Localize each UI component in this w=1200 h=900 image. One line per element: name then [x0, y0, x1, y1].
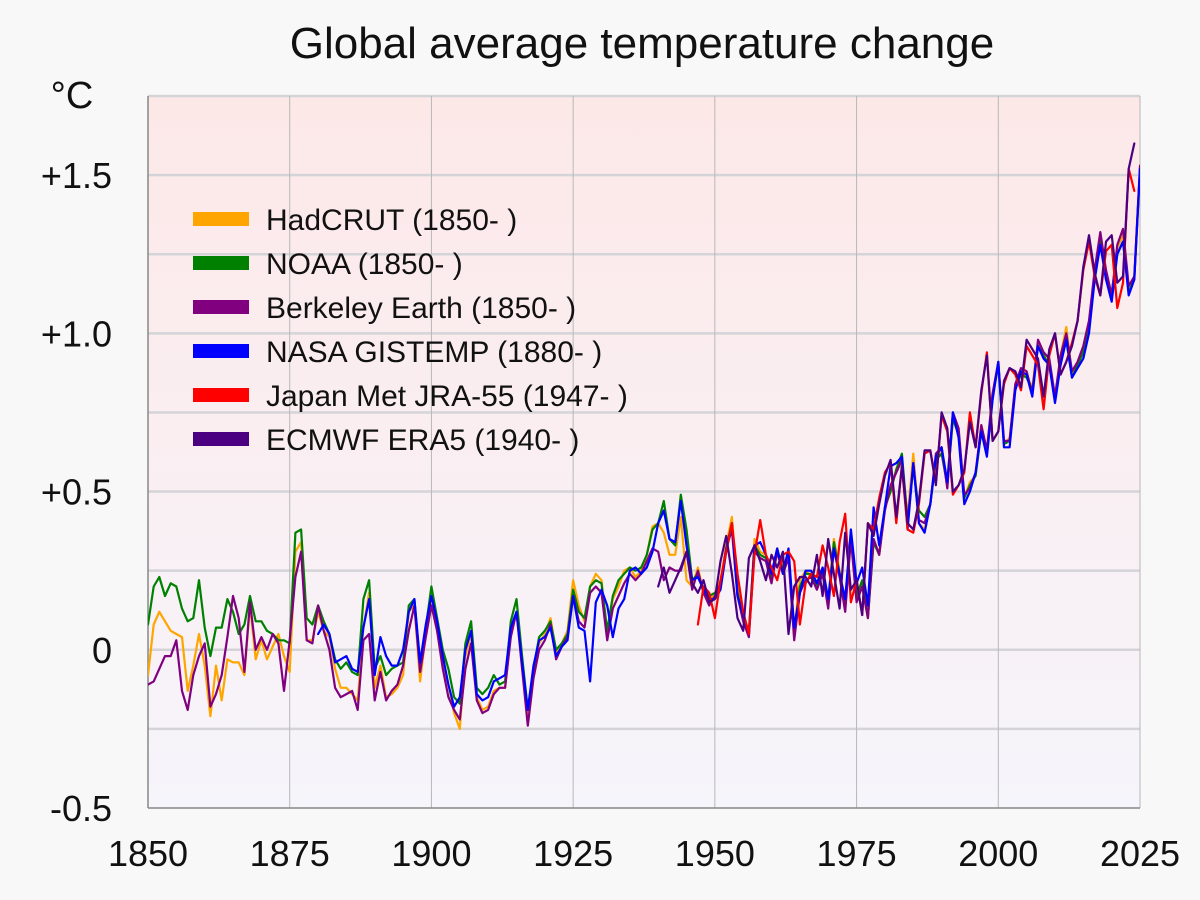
x-tick-label: 2000 [958, 833, 1038, 874]
legend-label: NOAA (1850- ) [266, 248, 463, 281]
legend-label: NASA GISTEMP (1880- ) [266, 336, 602, 369]
legend-swatch [193, 212, 249, 226]
x-tick-label: 1950 [675, 833, 755, 874]
y-axis-unit-label: °C [51, 75, 94, 117]
legend-swatch [193, 432, 249, 446]
legend-swatch [193, 344, 249, 358]
vertical-gridlines [289, 96, 1141, 808]
legend-label: ECMWF ERA5 (1940- ) [266, 424, 579, 457]
y-tick-label: -0.5 [50, 788, 112, 829]
x-tick-label: 1875 [250, 833, 330, 874]
legend-swatch [193, 300, 249, 314]
legend-label: Japan Met JRA-55 (1947- ) [266, 380, 628, 413]
x-tick-labels: 1850 1875 1900 1925 1950 1975 2000 2025 [108, 833, 1180, 874]
y-tick-label: +0.5 [41, 472, 112, 513]
x-tick-label: 1900 [391, 833, 471, 874]
legend: HadCRUT (1850- ) NOAA (1850- ) Berkeley Ea… [193, 204, 628, 457]
legend-label: Berkeley Earth (1850- ) [266, 292, 576, 325]
legend-swatch [193, 256, 249, 270]
y-tick-label: +1.5 [41, 155, 112, 196]
y-tick-labels: -0.5 0 +0.5 +1.0 +1.5 [41, 155, 112, 829]
legend-label: HadCRUT (1850- ) [266, 204, 517, 237]
y-tick-label: 0 [92, 630, 112, 671]
x-tick-label: 1850 [108, 833, 188, 874]
chart-title: Global average temperature change [290, 19, 994, 68]
x-tick-label: 1975 [817, 833, 897, 874]
data-series [148, 142, 1140, 731]
y-tick-label: +1.0 [41, 313, 112, 354]
x-tick-label: 1925 [533, 833, 613, 874]
x-tick-label: 2025 [1100, 833, 1180, 874]
plot-background [148, 96, 1140, 808]
legend-swatch [193, 388, 249, 402]
series-line-ecmwf-era5 [657, 142, 1136, 636]
